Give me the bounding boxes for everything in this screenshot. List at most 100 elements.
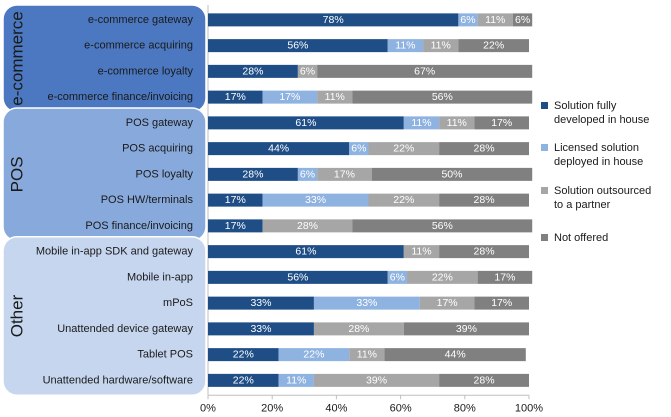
bar-segment [262,193,369,207]
data-label: 56% [432,91,453,103]
data-label: 17% [279,91,300,103]
x-tick-label: 40% [325,402,347,414]
data-label: 33% [305,194,326,206]
bar-segment [477,13,513,27]
data-label: 39% [366,374,387,386]
legend-label-line: to a partner [554,199,611,211]
bar-segment [208,193,263,207]
bar-segment [423,39,459,53]
data-label: 56% [432,220,453,232]
data-label: 22% [393,143,414,155]
bar-segment [208,13,459,27]
bar-segment [313,373,440,387]
category-label: POS gateway [126,117,194,129]
data-label: 67% [414,65,435,77]
legend-label-line: Licensed solution [554,142,639,154]
bar-segment [352,219,533,233]
legend-label-line: Solution outsourced [554,185,651,197]
bar-segment [313,296,420,310]
data-label: 11% [286,374,306,386]
data-label: 28% [474,143,495,155]
legend-label: Solution fully developed in house [554,100,649,126]
data-label: 17% [491,117,512,129]
data-label: 61% [295,117,316,129]
x-tick-label: 0% [200,402,216,414]
data-label: 28% [348,323,369,335]
category-label: POS loyalty [136,168,194,180]
bar-segment [474,116,529,130]
category-label: POS finance/invoicing [85,220,193,232]
bar-segment [208,167,298,181]
category-label: e-commerce gateway [88,14,194,26]
bar-segment [439,193,529,207]
data-label: 17% [225,91,246,103]
category-label: e-commerce acquiring [84,40,193,52]
group-panel-other [2,236,207,396]
bar-segment [403,322,529,336]
data-label: 28% [474,246,495,258]
data-label: 11% [411,246,431,258]
group-label-other: Other [8,294,27,337]
data-label: 11% [431,40,451,52]
x-tick-label: 80% [454,402,476,414]
data-label: 6% [351,143,366,155]
category-label: POS acquiring [122,143,193,155]
data-label: 56% [287,271,308,283]
bar-segment [403,245,440,259]
category-label: Mobile in-app [127,271,193,283]
x-tick-label: 20% [261,402,283,414]
data-label: 11% [395,40,415,52]
data-label: 11% [485,14,505,26]
data-label: 28% [474,374,495,386]
bar-segment [208,296,314,310]
bar-segment [208,348,279,362]
category-label: Tablet POS [137,349,193,361]
legend-label-line: Solution fully [554,100,617,112]
data-label: 61% [295,246,316,258]
bar-segment [368,193,440,207]
bar-segment [512,13,533,27]
data-label: 28% [474,194,495,206]
bar-segment [313,322,404,336]
data-label: 44% [268,143,289,155]
bar-segment [317,90,353,104]
bar-segment [387,270,408,284]
data-label: 11% [357,349,377,361]
bar-segment [208,219,263,233]
data-label: 28% [242,65,263,77]
bar-segment [208,90,263,104]
legend-label-line: Not offered [554,232,608,244]
bar-segment [317,167,372,181]
bar-segment [317,64,533,78]
data-label: 17% [491,297,512,309]
category-label: mPoS [163,297,193,309]
bar-segment [439,116,475,130]
bar-segment [403,116,440,130]
data-label: 28% [297,220,318,232]
bar-segment [439,142,529,156]
category-label: e-commerce loyalty [98,65,194,77]
data-label: 22% [483,40,504,52]
legend-swatch [541,234,548,241]
category-label: Unattended hardware/software [43,374,193,386]
data-label: 22% [303,349,324,361]
data-label: 6% [300,65,315,77]
legend-swatch [541,187,548,194]
data-label: 33% [250,297,271,309]
data-label: 22% [393,194,414,206]
data-label: 6% [390,271,405,283]
bar-segment [477,270,533,284]
bar-segment [458,39,529,53]
bar-segment [262,219,353,233]
data-label: 6% [460,14,475,26]
data-label: 39% [456,323,477,335]
data-label: 17% [494,271,515,283]
bar-segment [439,245,529,259]
category-label: e-commerce finance/invoicing [47,91,193,103]
data-label: 17% [225,194,246,206]
bar-segment [208,373,279,387]
category-label: Unattended device gateway [57,323,193,335]
bar-segment [278,373,314,387]
bar-segment [384,348,526,362]
